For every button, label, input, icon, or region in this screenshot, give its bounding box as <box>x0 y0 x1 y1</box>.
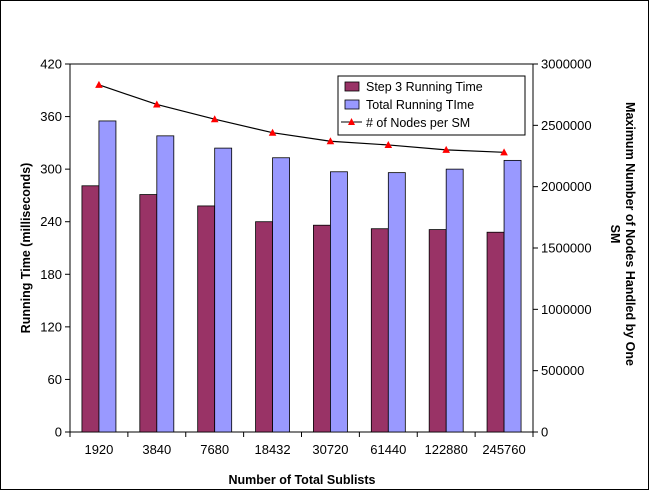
bar-total-245760 <box>503 159 522 433</box>
x-tick-label: 18432 <box>254 442 290 457</box>
y2-tick-label: 2500000 <box>541 118 592 133</box>
bar-total-61440 <box>387 172 406 433</box>
legend-swatch-step3 <box>344 81 360 92</box>
bar-step3-3840 <box>139 194 158 433</box>
bar-step3-61440 <box>370 228 389 433</box>
nodes-marker-1920 <box>95 80 103 88</box>
bar-total-1920 <box>98 120 117 433</box>
legend-swatch-total <box>344 99 360 110</box>
nodes-per-sm-line <box>98 84 505 153</box>
bar-step3-30720 <box>313 224 331 433</box>
x-tick-label: 3840 <box>142 442 171 457</box>
bar-step3-1920 <box>81 185 100 433</box>
x-tick-label: 122880 <box>424 442 467 457</box>
nodes-marker-61440 <box>384 140 393 148</box>
y-tick-label: 0 <box>55 425 62 440</box>
bar-total-3840 <box>156 135 175 433</box>
y2-tick-label: 3000000 <box>541 57 592 72</box>
x-tick-label: 245760 <box>482 442 525 457</box>
y-tick-label: 180 <box>40 267 62 282</box>
legend-marker-nodes <box>348 118 355 125</box>
x-tick-label: 7680 <box>200 442 229 457</box>
y-tick-label: 420 <box>40 57 62 72</box>
y-tick-label: 120 <box>40 319 62 334</box>
nodes-marker-122880 <box>442 145 450 153</box>
y-axis-title: Running Time (milliseconds) <box>19 163 33 334</box>
nodes-marker-7680 <box>210 115 219 123</box>
y2-axis-title-line2: SM <box>608 225 622 244</box>
x-axis: 1920 3840 7680 18432 30720 61440 122880 245760 <box>69 432 534 457</box>
bar-step3-122880 <box>428 229 447 433</box>
bar-step3-245760 <box>486 231 505 433</box>
y2-tick-label: 0 <box>541 425 548 440</box>
bar-step3-7680 <box>197 205 216 433</box>
legend-box <box>337 75 526 136</box>
y-tick-label: 240 <box>40 214 62 229</box>
legend-label-nodes: # of Nodes per SM <box>366 116 470 130</box>
y2-tick-label: 2000000 <box>541 179 592 194</box>
bar-step3-18432 <box>255 221 273 433</box>
bar-total-18432 <box>272 157 290 433</box>
bar-total-122880 <box>445 168 464 433</box>
line-group <box>95 80 508 156</box>
bar-total-7680 <box>214 147 233 433</box>
legend-label-total: Total Running TIme <box>366 98 474 112</box>
bar-total-30720 <box>330 171 348 433</box>
x-tick-label: 61440 <box>370 442 406 457</box>
right-axis: 0 500000 1000000 1500000 2000000 2500000 30000… <box>533 57 592 440</box>
nodes-marker-18432 <box>268 128 277 136</box>
x-axis-title: Number of Total Sublists <box>229 473 376 487</box>
x-tick-label: 1920 <box>84 442 113 457</box>
y2-axis-title-line1: Maximum Number of Nodes Handled by One <box>623 102 637 366</box>
y-tick-label: 60 <box>48 372 62 387</box>
y2-tick-label: 1000000 <box>541 302 592 317</box>
y-tick-label: 300 <box>40 162 62 177</box>
y2-tick-label: 1500000 <box>541 241 592 256</box>
y-tick-label: 360 <box>40 109 62 124</box>
nodes-marker-30720 <box>326 137 335 145</box>
nodes-marker-245760 <box>500 148 508 156</box>
left-axis: 0 60 120 180 240 300 360 420 <box>40 57 70 440</box>
legend-label-step3: Step 3 Running Time <box>366 80 483 94</box>
y2-tick-label: 500000 <box>541 363 584 378</box>
nodes-marker-3840 <box>153 100 161 108</box>
x-tick-label: 30720 <box>312 442 348 457</box>
bars-group <box>81 120 522 433</box>
legend: Step 3 Running Time Total Running TIme #… <box>337 75 526 136</box>
